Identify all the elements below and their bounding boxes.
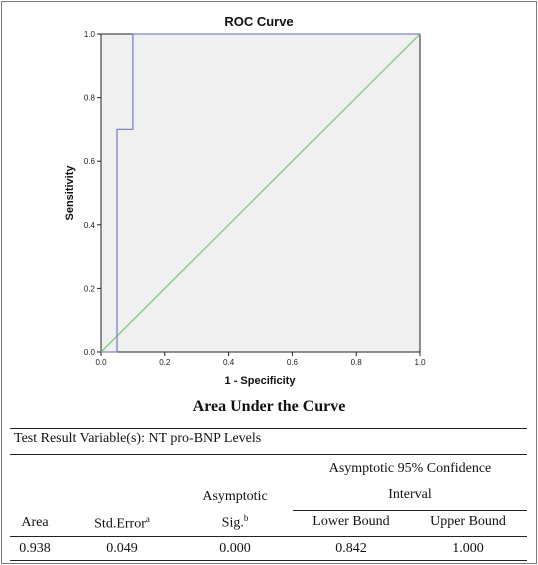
sig-footnote: b [243, 513, 249, 523]
table-title: Area Under the Curve [192, 398, 346, 415]
area-header: Area [21, 515, 49, 530]
x-tick-label: 0.4 [223, 358, 235, 367]
x-axis-label: 1 - Specificity [225, 375, 297, 387]
y-tick-label: 0.8 [84, 94, 96, 103]
sig-header-text: Sig. [221, 515, 244, 531]
x-tick-label: 0.6 [287, 358, 299, 367]
sig-value: 0.000 [219, 541, 251, 556]
y-axis: 0.0 0.2 0.4 0.6 0.8 1.0 [84, 30, 101, 357]
y-tick-label: 0.0 [84, 348, 96, 357]
table-bottom-rule [10, 560, 527, 561]
roc-curve-line [101, 33, 420, 353]
y-tick-label: 0.6 [84, 157, 96, 166]
x-tick-label: 0.8 [351, 358, 363, 367]
y-tick-label: 0.4 [84, 221, 96, 230]
lower-bound-header: Lower Bound [312, 514, 390, 529]
ci-header-line1: Asymptotic 95% Confidence [328, 461, 492, 476]
std-error-value: 0.049 [106, 541, 138, 556]
x-tick-label: 0.2 [159, 358, 171, 367]
y-tick-label: 0.2 [84, 284, 96, 293]
ci-subheader-rule [293, 510, 527, 511]
x-axis: 0.0 0.2 0.4 0.6 0.8 1.0 [95, 352, 426, 367]
sig-header: Sig.b [190, 513, 280, 532]
std-error-footnote: a [145, 514, 150, 524]
table-top-rule [10, 428, 527, 429]
y-axis-label: Sensitivity [64, 165, 76, 221]
header-rule-top [10, 454, 527, 455]
upper-bound-value: 1.000 [452, 541, 484, 556]
reference-diagonal-line [100, 33, 421, 353]
ci-header-line2: Interval [388, 487, 432, 502]
chart-title: ROC Curve [224, 14, 293, 29]
roc-chart: ROC Curve 0.00.20.40.60.81.0 0.0 0.2 0.4 0.… [64, 14, 426, 387]
header-rule-bottom [10, 536, 527, 537]
series-group [100, 33, 421, 353]
test-variable-text: Test Result Variable(s): NT pro-BNP Leve… [14, 431, 262, 446]
lower-bound-value: 0.842 [335, 541, 367, 556]
std-error-header-text: Std.Error [94, 516, 146, 532]
asymptotic-header-line1: Asymptotic [202, 489, 268, 504]
upper-bound-header: Upper Bound [430, 514, 506, 529]
x-tick-label: 0.0 [95, 358, 107, 367]
std-error-header: Std.Errora [72, 514, 172, 533]
area-value: 0.938 [19, 541, 51, 556]
y-tick-label: 1.0 [84, 30, 96, 39]
x-tick-label: 1.0 [414, 358, 426, 367]
